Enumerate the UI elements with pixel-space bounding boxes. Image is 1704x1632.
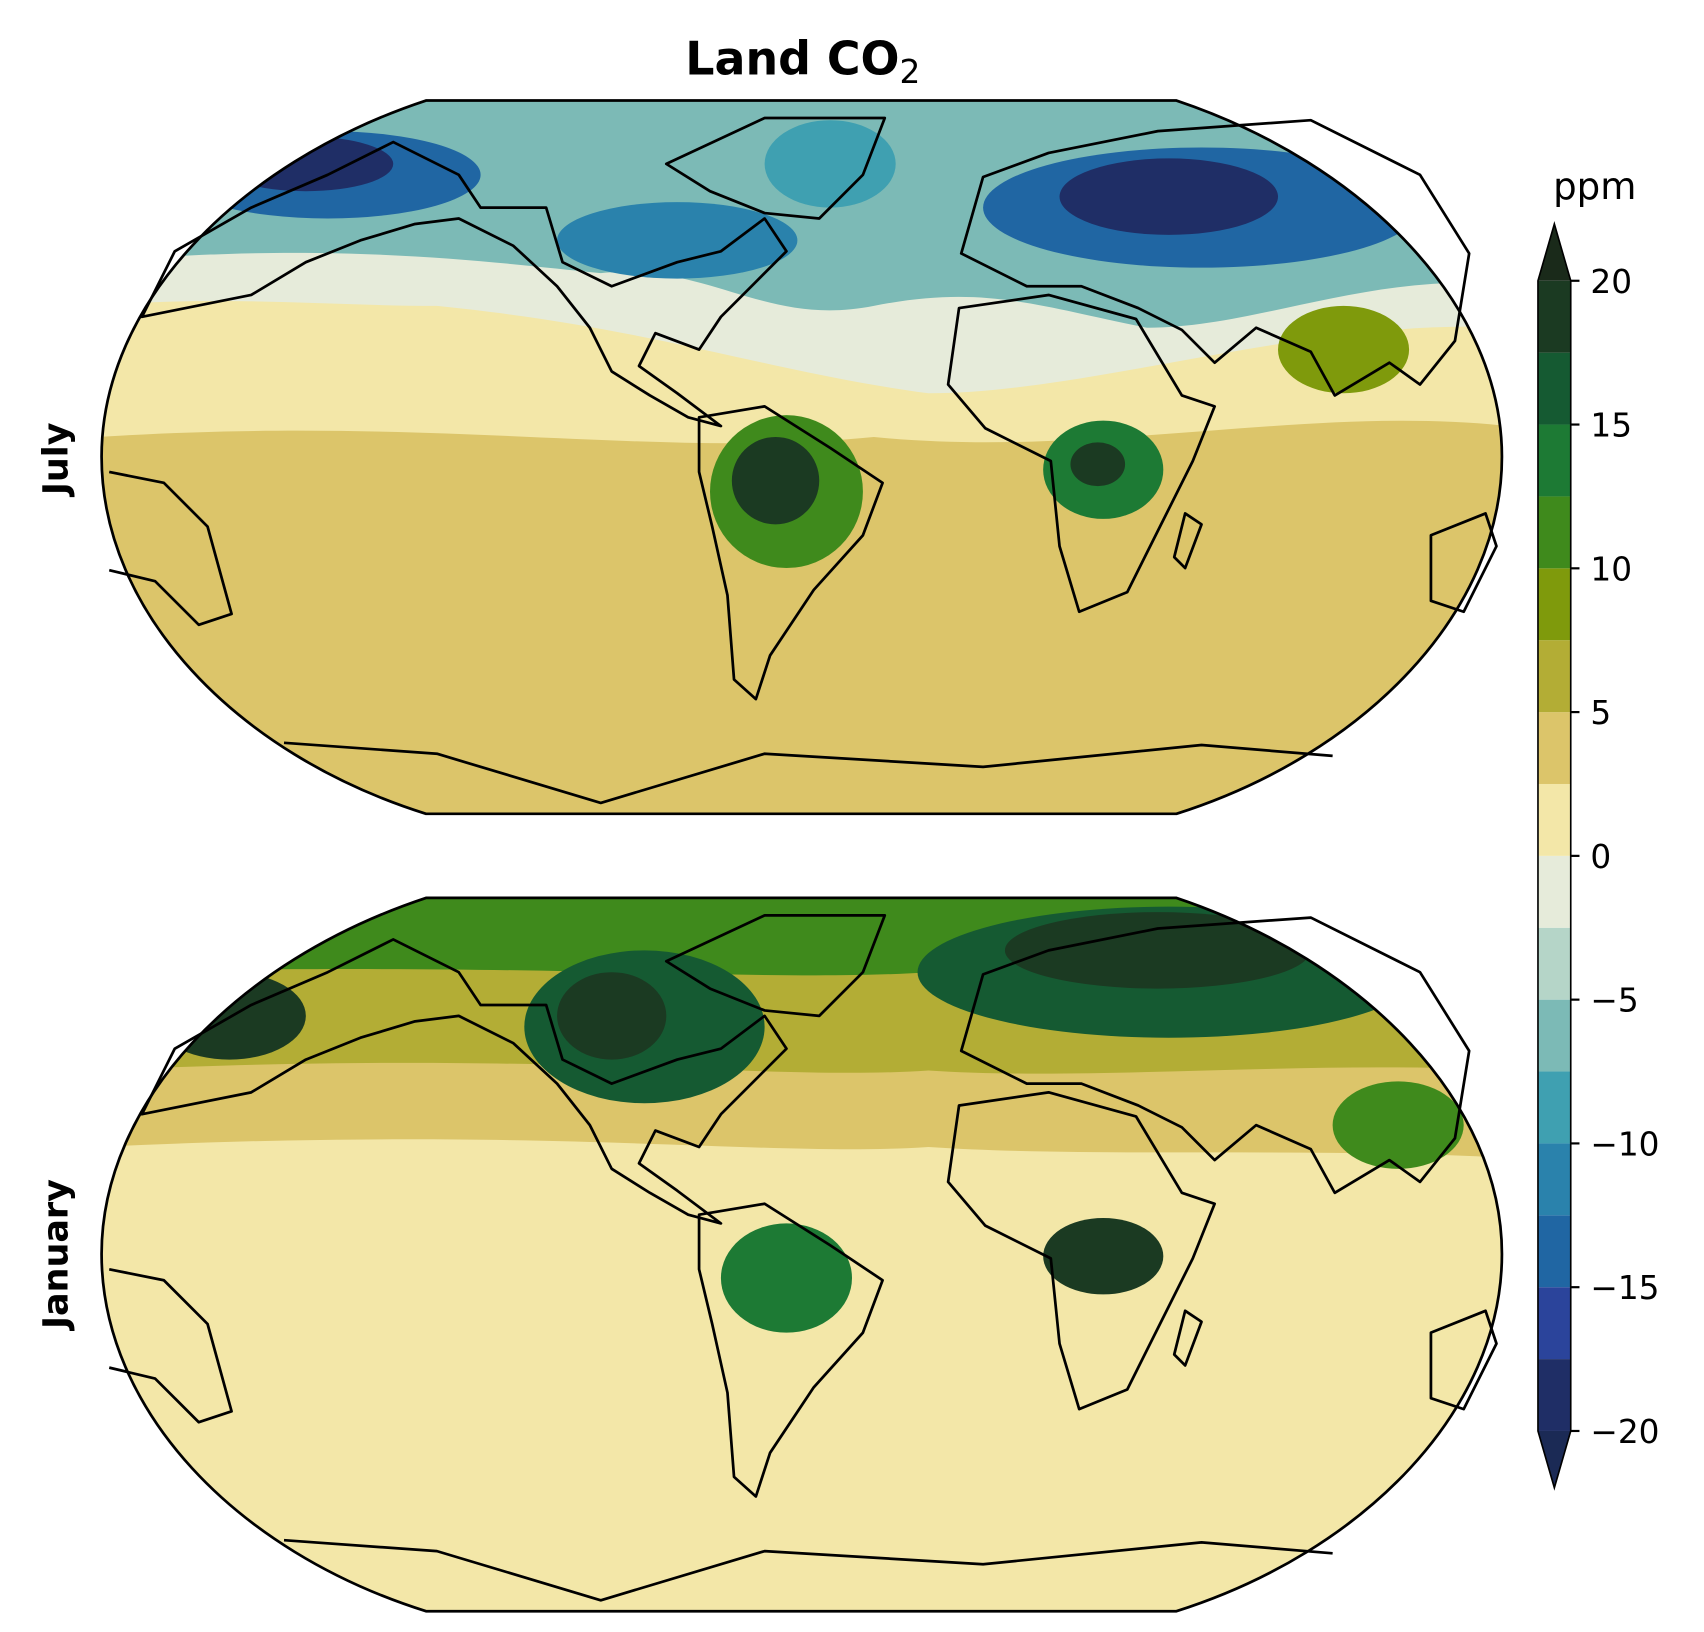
- colorbar-band: [1537, 927, 1571, 1000]
- colorbar-tick-label: 15: [1590, 407, 1632, 445]
- colorbar-tick-label: −10: [1590, 1125, 1659, 1163]
- panel-january: January: [37, 896, 1504, 1613]
- colorbar-tick-label: −5: [1590, 982, 1638, 1020]
- title-subscript: 2: [900, 53, 921, 91]
- colorbar-band: [1537, 855, 1571, 928]
- colorbar-band: [1537, 1215, 1571, 1288]
- colorbar-tick-label: 5: [1590, 694, 1611, 732]
- panel-label: July: [37, 422, 77, 497]
- colorbar-tick-label: 20: [1590, 263, 1632, 301]
- colorbar-tick-label: 10: [1590, 550, 1632, 588]
- colorbar: −20 −15 −10 −5 0 5 10 15 20: [1537, 221, 1660, 1491]
- colorbar-tick-label: −15: [1590, 1269, 1659, 1307]
- colorbar-tick-label: −20: [1590, 1413, 1659, 1451]
- colorbar-band: [1537, 280, 1571, 353]
- title: Land CO2: [685, 31, 920, 91]
- colorbar-band: [1537, 1359, 1571, 1431]
- panel-label: January: [37, 1179, 77, 1331]
- colorbar-band: [1537, 783, 1571, 856]
- colorbar-extension-over: [1537, 223, 1571, 281]
- colorbar-tick-label: 0: [1590, 838, 1611, 876]
- panel-july: July: [37, 99, 1504, 816]
- colorbar-band: [1537, 1287, 1571, 1360]
- colorbar-extension-under: [1537, 1430, 1571, 1488]
- colorbar-band: [1537, 424, 1571, 497]
- colorbar-label: ppm: [1553, 165, 1636, 208]
- colorbar-band: [1537, 1071, 1571, 1144]
- title-text: Land CO: [685, 31, 899, 85]
- colorbar-band: [1537, 999, 1571, 1072]
- colorbar-band: [1537, 352, 1571, 425]
- colorbar-band: [1537, 496, 1571, 569]
- colorbar-band: [1537, 712, 1571, 784]
- colorbar-band: [1537, 1143, 1571, 1216]
- colorbar-band: [1537, 640, 1571, 713]
- colorbar-band: [1537, 568, 1571, 641]
